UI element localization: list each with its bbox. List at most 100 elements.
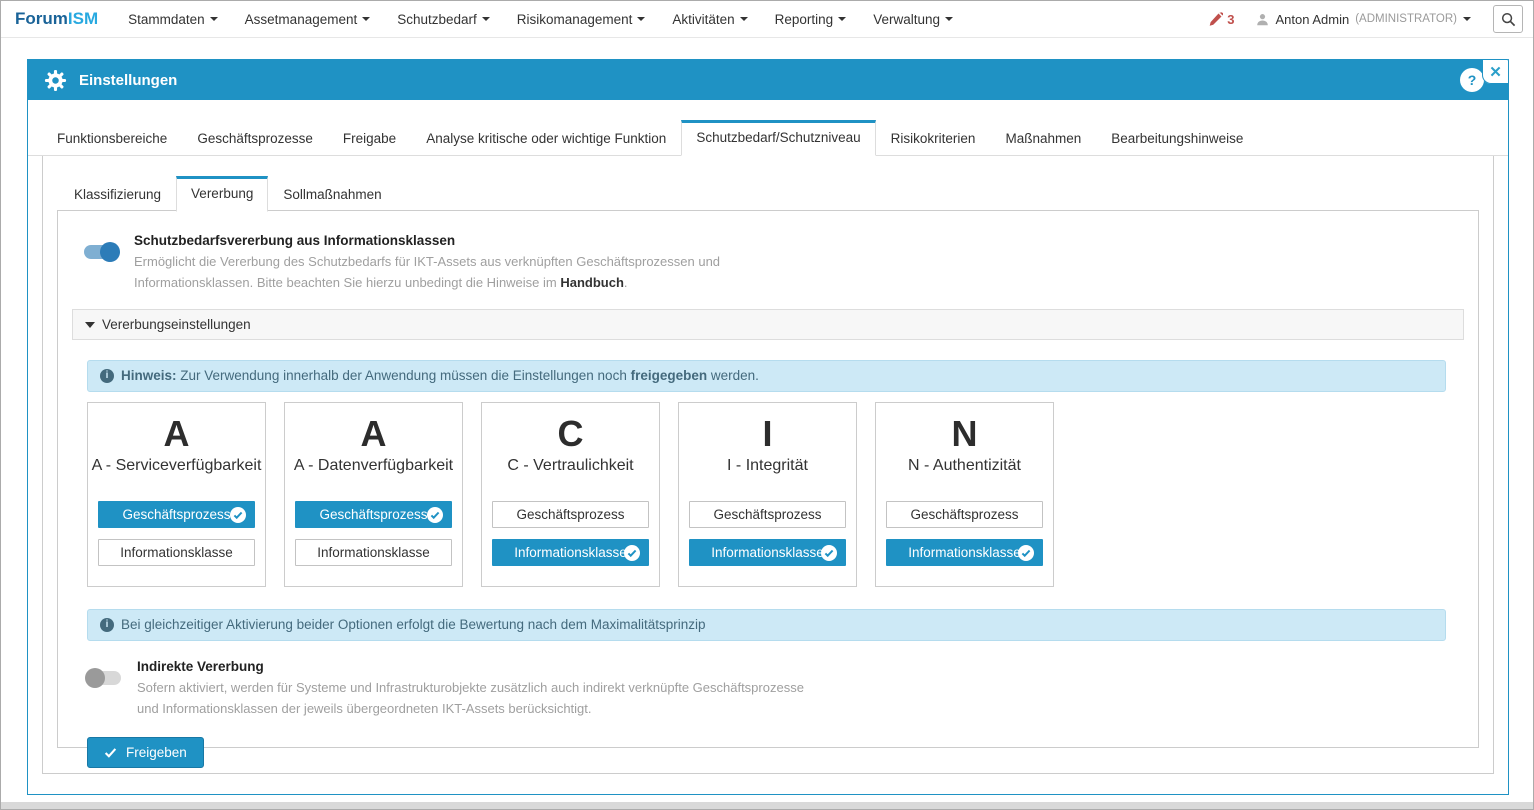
panel-title: Vererbungseinstellungen	[102, 317, 251, 332]
help-button[interactable]: ?	[1460, 68, 1484, 92]
schutzbedarf-subtabs: Klassifizierung Vererbung Sollmaßnahmen	[59, 176, 1479, 212]
brand-part-2: ISM	[67, 9, 99, 28]
card-vertraulichkeit: C C - Vertraulichkeit Geschäftsprozess I…	[481, 402, 660, 587]
indirect-inheritance-text: Indirekte Vererbung Sofern aktiviert, we…	[137, 657, 804, 719]
notice-text: Bei gleichzeitiger Aktivierung beider Op…	[121, 617, 706, 632]
search-button[interactable]	[1493, 5, 1523, 33]
check-circle-icon	[427, 507, 443, 523]
card-label: C - Vertraulichkeit	[507, 457, 634, 474]
menu-stammdaten[interactable]: Stammdaten	[128, 12, 218, 27]
tab-bearbeitungshinweise[interactable]: Bearbeitungshinweise	[1111, 131, 1244, 146]
brand-part-1: Forum	[15, 9, 68, 28]
tab-schutzbedarf-schutzniveau[interactable]: Schutzbedarf/Schutzniveau	[681, 120, 876, 156]
menu-label: Aktivitäten	[672, 11, 735, 27]
gear-icon	[44, 69, 67, 92]
top-navbar: ForumISM Stammdaten Assetmanagement Schu…	[1, 1, 1533, 38]
card-letter: A	[360, 413, 387, 454]
button-label: Geschäftsprozess	[319, 507, 428, 522]
brand-logo[interactable]: ForumISM	[15, 9, 98, 29]
menu-reporting[interactable]: Reporting	[775, 12, 847, 27]
informationsklasse-button[interactable]: Informationsklasse	[492, 539, 649, 566]
menu-assetmanagement[interactable]: Assetmanagement	[245, 12, 371, 27]
button-label: Informationsklasse	[514, 545, 627, 560]
menu-label: Risikomanagement	[516, 11, 633, 27]
card-integritaet: I I - Integrität Geschäftsprozess Inform…	[678, 402, 857, 587]
geschaeftsprozess-button[interactable]: Geschäftsprozess	[689, 501, 846, 528]
handbuch-link[interactable]: Handbuch	[560, 275, 624, 290]
tab-massnahmen[interactable]: Maßnahmen	[1005, 131, 1082, 146]
geschaeftsprozess-button[interactable]: Geschäftsprozess	[295, 501, 452, 528]
tab-funktionsbereiche[interactable]: Funktionsbereiche	[57, 131, 168, 146]
informationsklasse-button[interactable]: Informationsklasse	[689, 539, 846, 566]
menu-risikomanagement[interactable]: Risikomanagement	[517, 12, 646, 27]
settings-dialog: Einstellungen ? ✕ Funktionsbereiche Gesc…	[27, 59, 1509, 795]
chevron-down-icon	[1463, 17, 1471, 21]
menu-label: Reporting	[774, 11, 834, 27]
menu-schutzbedarf[interactable]: Schutzbedarf	[397, 12, 490, 27]
informationsklasse-button[interactable]: Informationsklasse	[886, 539, 1043, 566]
chevron-down-icon	[481, 17, 490, 21]
chevron-down-icon	[362, 17, 371, 21]
search-icon	[1501, 12, 1516, 27]
close-button[interactable]: ✕	[1482, 59, 1509, 84]
card-buttons: Geschäftsprozess Informationsklasse	[88, 501, 265, 566]
informationsklasse-button[interactable]: Informationsklasse	[98, 539, 255, 566]
informationsklasse-button[interactable]: Informationsklasse	[295, 539, 452, 566]
card-authentizitaet: N N - Authentizität Geschäftsprozess Inf…	[875, 402, 1054, 587]
geschaeftsprozess-button[interactable]: Geschäftsprozess	[492, 501, 649, 528]
freigeben-label: Freigeben	[126, 745, 187, 760]
menu-verwaltung[interactable]: Verwaltung	[873, 12, 953, 27]
card-label: N - Authentizität	[908, 457, 1021, 474]
geschaeftsprozess-button[interactable]: Geschäftsprozess	[886, 501, 1043, 528]
check-circle-icon	[624, 545, 640, 561]
navbar-right: 3 Anton Admin (ADMINISTRATOR)	[1208, 5, 1523, 33]
menu-label: Verwaltung	[873, 11, 940, 27]
tab-analyse-kritische-funktion[interactable]: Analyse kritische oder wichtige Funktion	[426, 131, 667, 146]
button-label: Informationsklasse	[317, 545, 430, 560]
notice-bold: freigegeben	[630, 368, 708, 383]
menu-aktivitaeten[interactable]: Aktivitäten	[672, 11, 748, 27]
desc-line: Informationsklassen. Bitte beachten Sie …	[134, 275, 561, 290]
notice-part: werden.	[707, 368, 759, 383]
notice-bold: Hinweis:	[121, 368, 177, 383]
menu-label: Assetmanagement	[244, 11, 358, 27]
tab-content-panel: Klassifizierung Vererbung Sollmaßnahmen …	[42, 156, 1494, 774]
tab-geschaeftsprozesse[interactable]: Geschäftsprozesse	[197, 131, 313, 146]
inheritance-toggle[interactable]	[84, 242, 120, 262]
notice-text: Hinweis: Zur Verwendung innerhalb der An…	[121, 367, 759, 385]
subtab-klassifizierung[interactable]: Klassifizierung	[74, 187, 162, 202]
dialog-title: Einstellungen	[79, 71, 178, 89]
indirect-inheritance-toggle[interactable]	[85, 668, 121, 688]
card-label: I - Integrität	[727, 457, 808, 474]
button-label: Informationsklasse	[120, 545, 233, 560]
main-menu: Stammdaten Assetmanagement Schutzbedarf …	[128, 12, 953, 27]
tab-freigabe[interactable]: Freigabe	[342, 131, 397, 146]
geschaeftsprozess-button[interactable]: Geschäftsprozess	[98, 501, 255, 528]
release-notice: i Hinweis: Zur Verwendung innerhalb der …	[87, 360, 1446, 392]
card-letter: N	[951, 413, 978, 454]
pending-edits-indicator[interactable]: 3	[1208, 12, 1234, 27]
freigeben-button[interactable]: Freigeben	[87, 737, 204, 768]
indirect-inheritance-desc: Sofern aktiviert, werden für Systeme und…	[137, 677, 804, 719]
window-bottom-edge	[1, 802, 1533, 809]
indirect-inheritance-title: Indirekte Vererbung	[137, 659, 264, 674]
collapse-arrow-icon	[85, 321, 95, 328]
desc-period: .	[623, 275, 628, 290]
tab-risikokriterien[interactable]: Risikokriterien	[890, 131, 976, 146]
indirect-inheritance-row: Indirekte Vererbung Sofern aktiviert, we…	[85, 657, 1446, 719]
pending-edits-count: 3	[1227, 11, 1235, 27]
button-label: Informationsklasse	[908, 545, 1021, 560]
subtab-sollmassnahmen[interactable]: Sollmaßnahmen	[283, 187, 382, 202]
card-letter: I	[762, 413, 773, 454]
user-menu[interactable]: Anton Admin (ADMINISTRATOR)	[1256, 12, 1471, 27]
card-buttons: Geschäftsprozess Informationsklasse	[482, 501, 659, 566]
user-icon	[1256, 13, 1269, 26]
dialog-header: Einstellungen ? ✕	[28, 59, 1509, 100]
inheritance-setting-row: Schutzbedarfsvererbung aus Informationsk…	[84, 231, 1464, 293]
subtab-vererbung[interactable]: Vererbung	[176, 176, 269, 212]
info-icon: i	[100, 618, 114, 632]
card-datenverfuegbarkeit: A A - Datenverfügbarkeit Geschäftsprozes…	[284, 402, 463, 587]
vererbungseinstellungen-panel-header[interactable]: Vererbungseinstellungen	[72, 309, 1464, 340]
protection-goal-cards: A A - Serviceverfügbarkeit Geschäftsproz…	[87, 402, 1446, 587]
